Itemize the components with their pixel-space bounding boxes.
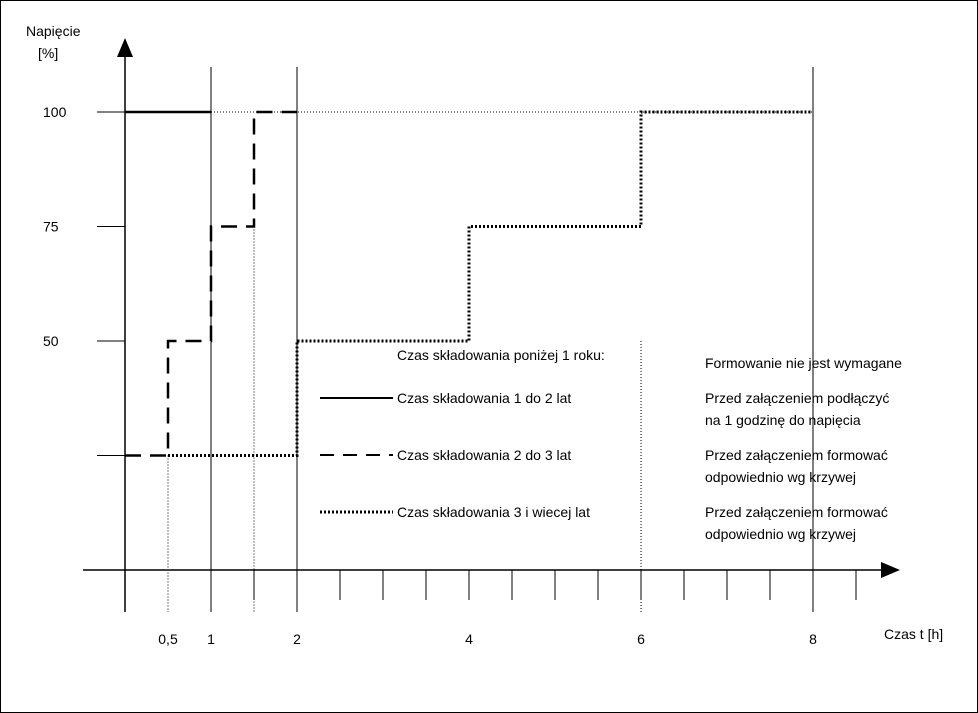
- x-tick-label: 6: [637, 631, 645, 647]
- legend-label-3: Czas składowania 3 i wiecej lat: [397, 504, 590, 520]
- series-line-dotted: [168, 110, 813, 457]
- y-tick-label: 100: [43, 104, 67, 120]
- legend-heading-note: Formowanie nie jest wymagane: [705, 355, 902, 371]
- series-group: [125, 110, 813, 457]
- legend-heading: Czas składowania poniżej 1 roku:: [397, 347, 605, 363]
- legend-note-3b: odpowiednio wg krzywej: [705, 526, 856, 542]
- legend-note-2a: Przed załączeniem formować: [705, 447, 888, 463]
- x-tick-label: 8: [809, 631, 817, 647]
- legend-note-1a: Przed załączeniem podłączyć: [705, 390, 889, 406]
- legend-note-1b: na 1 godzinę do napięcia: [705, 412, 861, 428]
- legend-label-1: Czas składowania 1 do 2 lat: [397, 390, 571, 406]
- x-tick-label: 0,5: [158, 631, 178, 647]
- x-tick-label: 1: [207, 631, 215, 647]
- y-axis-label-line1: Napięcie: [26, 23, 81, 39]
- y-tick-label: 50: [43, 333, 59, 349]
- axes: [83, 38, 900, 612]
- y-ticks: 100 75 50: [43, 104, 125, 456]
- x-ticks: 0,5 1 2 4 6 8: [158, 570, 857, 647]
- x-axis-arrow: [881, 562, 900, 578]
- y-axis-arrow: [117, 38, 133, 57]
- y-axis-label-line2: [%]: [38, 45, 58, 61]
- x-axis-label: Czas t [h]: [884, 626, 943, 642]
- y-tick-label: 75: [43, 219, 59, 235]
- legend: Czas składowania poniżej 1 roku: Formowa…: [320, 347, 902, 542]
- legend-note-2b: odpowiednio wg krzywej: [705, 469, 856, 485]
- series-line-dashed: [125, 110, 297, 457]
- legend-label-2: Czas składowania 2 do 3 lat: [397, 447, 571, 463]
- legend-note-3a: Przed załączeniem formować: [705, 504, 888, 520]
- x-tick-label: 4: [465, 631, 473, 647]
- x-tick-label: 2: [293, 631, 301, 647]
